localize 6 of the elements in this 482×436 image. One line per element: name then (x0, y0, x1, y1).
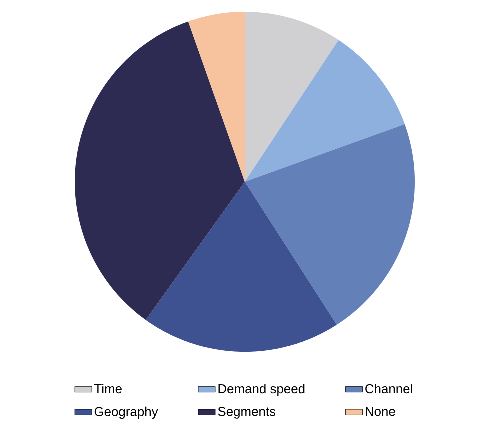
legend-label: Demand speed (218, 384, 305, 396)
legend-label: Time (94, 384, 122, 394)
legend-label: Geography (94, 406, 158, 419)
legend-label: None (366, 407, 396, 416)
legend-label: Channel (366, 384, 412, 394)
legend-label: Segments (218, 407, 276, 419)
